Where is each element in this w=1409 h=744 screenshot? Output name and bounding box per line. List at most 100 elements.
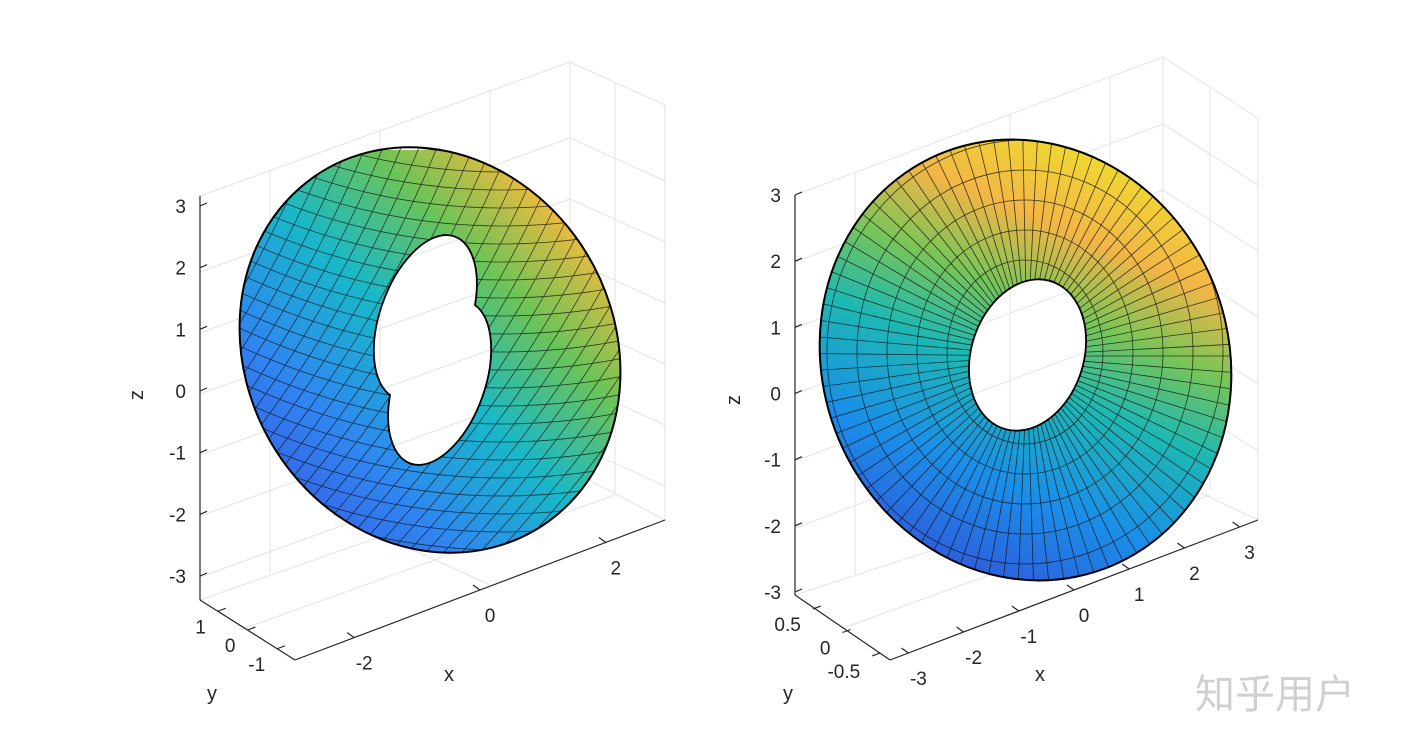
- mesh-line: [239, 147, 377, 553]
- z-tick-mark: [794, 522, 803, 527]
- mesh-line: [819, 359, 980, 374]
- mesh-line: [819, 271, 982, 338]
- x-tick-label: 0: [485, 606, 496, 627]
- x-tick-mark: [1177, 542, 1185, 549]
- y-tick-label: 0.5: [774, 615, 800, 636]
- mesh-line: [239, 147, 467, 553]
- y-tick-label: 1: [195, 617, 206, 638]
- x-tick-label: 1: [1134, 585, 1145, 606]
- mesh-line: [1039, 139, 1098, 297]
- z-tick-mark: [199, 510, 208, 515]
- z-tick-label: -1: [169, 444, 186, 465]
- mesh-line: [239, 147, 359, 553]
- mesh-line: [200, 578, 660, 658]
- z-tick-label: 0: [770, 385, 781, 406]
- z-tick-label: -2: [169, 505, 186, 526]
- mesh-line: [239, 147, 269, 553]
- mesh-line: [1021, 139, 1027, 295]
- watermark: 知乎用户: [1195, 672, 1355, 718]
- z-tick-mark: [199, 387, 208, 392]
- mesh-line: [1073, 300, 1232, 345]
- mesh-line: [1042, 139, 1116, 298]
- mesh-line: [1038, 415, 1093, 581]
- z-tick-mark: [794, 389, 803, 395]
- z-tick-label: -3: [169, 567, 186, 588]
- z-tick-mark: [199, 449, 208, 454]
- mesh-line: [1072, 260, 1232, 336]
- mesh-line: [1041, 414, 1111, 581]
- mesh-line: [415, 147, 621, 553]
- mesh-ring: [886, 199, 1164, 505]
- mesh-line: [1073, 280, 1232, 340]
- mesh-line: [1072, 373, 1232, 438]
- mesh-line: [0, 120, 160, 600]
- x-tick-mark: [1121, 563, 1130, 570]
- mesh-line: [983, 139, 1020, 295]
- mesh-line: [0, 120, 178, 600]
- mesh-line: [200, 0, 660, 28]
- z-tick-mark: [199, 325, 208, 330]
- z-tick-label: -3: [764, 583, 781, 604]
- right-surface: [818, 138, 1233, 582]
- mesh-line: [1029, 139, 1042, 295]
- z-tick-mark: [794, 323, 803, 328]
- mesh-line: [200, 0, 660, 64]
- x-tick-mark: [1011, 605, 1020, 612]
- mesh-line: [819, 364, 980, 395]
- mesh-line: [361, 147, 621, 553]
- mesh-line: [928, 139, 1010, 299]
- y-tick-mark: [842, 628, 851, 634]
- x-tick-label: 2: [611, 558, 622, 579]
- mesh-line: [819, 252, 983, 334]
- mesh-line: [200, 0, 660, 10]
- y-tick-mark: [871, 652, 881, 657]
- mesh-ring: [856, 169, 1194, 535]
- z-tick-mark: [794, 191, 803, 196]
- mesh-line: [0, 120, 142, 600]
- mesh-line: [1074, 340, 1232, 354]
- y-tick-mark: [276, 645, 286, 650]
- mesh-line: [239, 147, 341, 553]
- x-tick-label: 0: [1079, 606, 1090, 627]
- z-tick-mark: [199, 202, 208, 207]
- mesh-line: [0, 120, 196, 600]
- y-axis-label: y: [783, 683, 793, 705]
- x-tick-mark: [598, 536, 607, 543]
- x-axis-label: x: [444, 664, 454, 686]
- mesh-line: [1036, 139, 1079, 296]
- mesh-ring: [946, 259, 1104, 445]
- y-tick-mark: [217, 607, 227, 612]
- mesh-line: [911, 139, 1007, 301]
- y-tick-mark: [247, 626, 256, 631]
- mesh-line: [397, 147, 621, 553]
- z-tick-label: 1: [770, 318, 781, 339]
- mesh-line: [819, 352, 980, 356]
- x-tick-mark: [472, 584, 481, 591]
- mesh-line: [0, 120, 124, 600]
- z-tick-label: 1: [175, 320, 186, 341]
- mesh-line: [1028, 417, 1036, 581]
- x-tick-label: -1: [1020, 627, 1037, 648]
- mesh-line: [379, 147, 621, 553]
- mesh-line: [1071, 377, 1232, 457]
- mesh-line: [200, 56, 660, 136]
- mesh-line: [239, 147, 449, 553]
- mesh-line: [239, 147, 485, 553]
- mesh-line: [0, 120, 232, 600]
- mesh-line: [239, 147, 621, 155]
- x-tick-mark: [956, 626, 964, 633]
- z-tick-label: -2: [764, 517, 781, 538]
- x-tick-mark: [1232, 521, 1240, 528]
- mesh-line: [200, 0, 660, 46]
- x-tick-mark: [1066, 584, 1075, 591]
- mesh-line: [239, 147, 431, 553]
- mesh-line: [1046, 139, 1134, 300]
- mesh-line: [996, 417, 1022, 581]
- mesh-line: [1031, 417, 1055, 581]
- mesh-line: [1015, 417, 1026, 581]
- x-tick-label: 2: [1189, 564, 1200, 585]
- mesh-line: [964, 139, 1016, 296]
- y-axis-label: y: [207, 683, 217, 705]
- z-tick-label: 3: [770, 186, 781, 207]
- y-tick-label: 0: [820, 639, 831, 660]
